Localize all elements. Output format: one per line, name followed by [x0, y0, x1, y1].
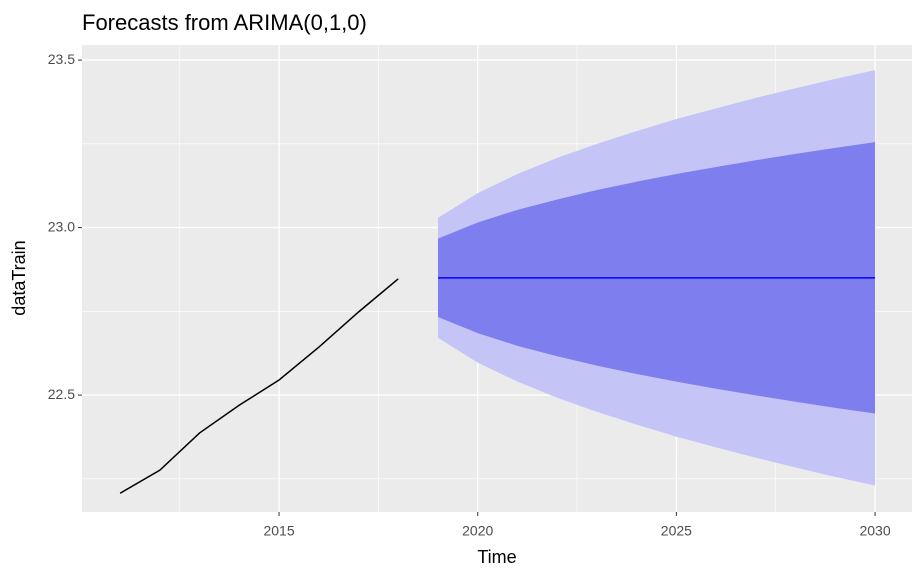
series-line: [119, 278, 399, 494]
x-tick-label: 2015: [263, 523, 294, 539]
y-axis-label: dataTrain: [9, 240, 29, 315]
x-tick-label: 2025: [661, 523, 692, 539]
x-tick-label: 2030: [859, 523, 890, 539]
y-tick-label: 22.5: [48, 386, 75, 402]
x-axis-label: Time: [477, 547, 516, 567]
y-tick-label: 23.0: [48, 218, 75, 234]
chart-title: Forecasts from ARIMA(0,1,0): [82, 10, 367, 35]
x-tick-label: 2020: [462, 523, 493, 539]
y-tick-label: 23.5: [48, 51, 75, 67]
